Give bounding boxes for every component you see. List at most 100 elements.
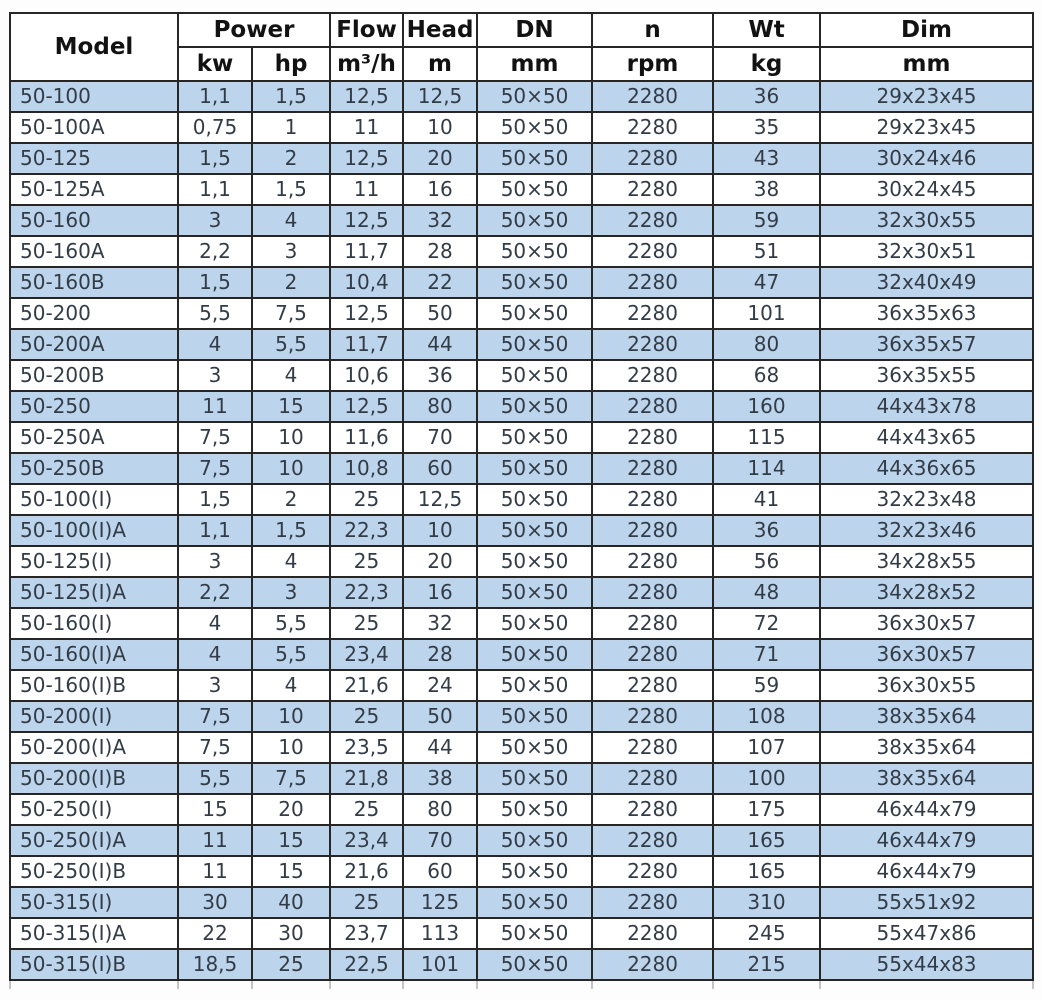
cell-dn: 50×50 — [476, 824, 594, 857]
cell-model: 50-250 — [9, 390, 179, 423]
table-row: 50-125(I) 3 4 25 20 50×50 2280 56 34x28x55 — [9, 545, 1035, 578]
cell-dn: 50×50 — [476, 390, 594, 423]
cell-kw: 0,75 — [177, 111, 253, 144]
cell-wt: 245 — [712, 917, 822, 950]
cell-head: 113 — [402, 917, 479, 950]
cell-dim: 38x35x64 — [819, 762, 1035, 795]
cell-head: 60 — [402, 452, 479, 485]
cell-kw: 4 — [177, 328, 253, 361]
cell-hp: 25 — [250, 948, 332, 981]
cell-rpm: 2280 — [591, 111, 715, 144]
cell-wt: 107 — [712, 731, 822, 764]
cell-dn: 50×50 — [476, 235, 594, 268]
cell-dn: 50×50 — [476, 607, 594, 640]
cell-hp: 2 — [250, 266, 332, 299]
unit-flow: m³/h — [329, 46, 405, 82]
cell-dn: 50×50 — [476, 948, 594, 981]
cell-rpm: 2280 — [591, 483, 715, 516]
cell-hp: 1 — [250, 111, 332, 144]
col-header-head: Head — [402, 12, 479, 48]
cell-flow: 22,5 — [329, 948, 405, 981]
cell-wt: 165 — [712, 824, 822, 857]
cell-flow: 11,6 — [329, 421, 405, 454]
cell-rpm: 2280 — [591, 328, 715, 361]
cell-rpm: 2280 — [591, 638, 715, 671]
cell-wt: 101 — [712, 297, 822, 330]
cell-hp: 3 — [250, 576, 332, 609]
cell-dn: 50×50 — [476, 886, 594, 919]
cell-head: 44 — [402, 731, 479, 764]
unit-hp: hp — [250, 46, 332, 82]
cell-dn: 50×50 — [476, 80, 594, 113]
cell-head: 24 — [402, 669, 479, 702]
cell-model: 50-160A — [9, 235, 179, 268]
table-row: 50-250(I)B 11 15 21,6 60 50×50 2280 165 46x44x79 — [9, 855, 1035, 888]
cell-wt: 56 — [712, 545, 822, 578]
cell-head: 70 — [402, 824, 479, 857]
stub-cell — [591, 979, 715, 989]
cell-flow: 25 — [329, 545, 405, 578]
cell-dim: 55x51x92 — [819, 886, 1035, 919]
cell-rpm: 2280 — [591, 545, 715, 578]
cell-kw: 1,1 — [177, 514, 253, 547]
cell-rpm: 2280 — [591, 142, 715, 175]
cell-rpm: 2280 — [591, 607, 715, 640]
table-row: 50-250(I) 15 20 25 80 50×50 2280 175 46x44x79 — [9, 793, 1035, 826]
cell-kw: 4 — [177, 607, 253, 640]
cell-rpm: 2280 — [591, 948, 715, 981]
cell-dim: 36x30x57 — [819, 638, 1035, 671]
cell-hp: 7,5 — [250, 297, 332, 330]
cell-kw: 1,5 — [177, 266, 253, 299]
cell-dn: 50×50 — [476, 452, 594, 485]
table-row: 50-125A 1,1 1,5 11 16 50×50 2280 38 30x24x45 — [9, 173, 1035, 206]
table-row: 50-160(I)A 4 5,5 23,4 28 50×50 2280 71 36x30x57 — [9, 638, 1035, 671]
cell-wt: 115 — [712, 421, 822, 454]
unit-n: rpm — [591, 46, 715, 82]
cell-flow: 23,4 — [329, 824, 405, 857]
cell-flow: 10,6 — [329, 359, 405, 392]
cell-model: 50-315(I) — [9, 886, 179, 919]
cell-wt: 310 — [712, 886, 822, 919]
cell-flow: 25 — [329, 700, 405, 733]
cell-model: 50-125 — [9, 142, 179, 175]
cell-head: 50 — [402, 700, 479, 733]
cell-model: 50-315(I)B — [9, 948, 179, 981]
cell-head: 10 — [402, 111, 479, 144]
cell-hp: 5,5 — [250, 328, 332, 361]
cell-kw: 2,2 — [177, 576, 253, 609]
cell-hp: 5,5 — [250, 607, 332, 640]
cell-dn: 50×50 — [476, 731, 594, 764]
cell-dn: 50×50 — [476, 266, 594, 299]
cell-kw: 4 — [177, 638, 253, 671]
cell-model: 50-125(I)A — [9, 576, 179, 609]
cell-rpm: 2280 — [591, 204, 715, 237]
cell-rpm: 2280 — [591, 762, 715, 795]
cell-head: 32 — [402, 607, 479, 640]
cell-head: 125 — [402, 886, 479, 919]
table-row: 50-125(I)A 2,2 3 22,3 16 50×50 2280 48 34x28x52 — [9, 576, 1035, 609]
unit-dn: mm — [476, 46, 594, 82]
table-row: 50-315(I)A 22 30 23,7 113 50×50 2280 245 55x47x8… — [9, 917, 1035, 950]
cell-hp: 15 — [250, 390, 332, 423]
cell-hp: 10 — [250, 700, 332, 733]
cell-flow: 22,3 — [329, 576, 405, 609]
cell-model: 50-200(I)A — [9, 731, 179, 764]
cell-wt: 160 — [712, 390, 822, 423]
cell-flow: 12,5 — [329, 390, 405, 423]
cell-kw: 1,1 — [177, 80, 253, 113]
cell-wt: 36 — [712, 80, 822, 113]
stub-cell — [9, 979, 179, 989]
cell-wt: 71 — [712, 638, 822, 671]
cell-head: 16 — [402, 576, 479, 609]
cell-rpm: 2280 — [591, 793, 715, 826]
cell-head: 20 — [402, 545, 479, 578]
cell-wt: 165 — [712, 855, 822, 888]
pump-spec-table: Model Power Flow Head DN n Wt Dim kw hp … — [9, 12, 1035, 989]
cell-flow: 10,8 — [329, 452, 405, 485]
cell-dim: 30x24x46 — [819, 142, 1035, 175]
cell-model: 50-250B — [9, 452, 179, 485]
cell-head: 16 — [402, 173, 479, 206]
stub-cell — [712, 979, 822, 989]
cell-hp: 1,5 — [250, 514, 332, 547]
cell-wt: 51 — [712, 235, 822, 268]
